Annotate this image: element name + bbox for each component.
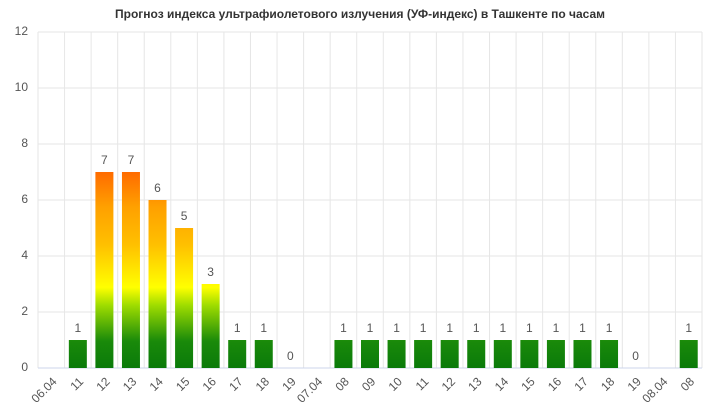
x-tick-label: 12 xyxy=(439,374,459,394)
x-tick-label: 08.04 xyxy=(639,374,670,405)
value-label: 1 xyxy=(74,321,81,335)
bar xyxy=(467,340,486,368)
bar xyxy=(228,340,247,368)
value-label: 1 xyxy=(393,321,400,335)
value-label: 1 xyxy=(446,321,453,335)
chart-title: Прогноз индекса ультрафиолетового излуче… xyxy=(115,7,605,21)
bar xyxy=(520,340,539,368)
y-tick-label: 8 xyxy=(21,136,28,150)
value-label: 1 xyxy=(340,321,347,335)
bar xyxy=(68,340,87,368)
x-tick-label: 11 xyxy=(67,374,86,393)
x-tick-label: 16 xyxy=(200,374,220,394)
x-tick-label: 08 xyxy=(678,374,698,394)
value-label: 1 xyxy=(579,321,586,335)
x-tick-label: 08 xyxy=(332,374,352,394)
bar xyxy=(95,172,114,368)
y-tick-label: 0 xyxy=(21,360,28,374)
x-tick-label: 18 xyxy=(253,374,273,394)
value-label: 1 xyxy=(685,321,692,335)
value-label: 1 xyxy=(526,321,533,335)
x-tick-label: 19 xyxy=(625,374,645,394)
bar xyxy=(440,340,459,368)
x-tick-label: 17 xyxy=(571,374,591,394)
y-tick-label: 4 xyxy=(21,248,28,262)
x-tick-label: 18 xyxy=(598,374,618,394)
value-label: 7 xyxy=(128,153,135,167)
bar xyxy=(334,340,353,368)
value-label: 0 xyxy=(287,349,294,363)
x-tick-label: 13 xyxy=(120,374,140,394)
x-tick-label: 09 xyxy=(359,374,379,394)
value-label: 7 xyxy=(101,153,108,167)
y-tick-label: 2 xyxy=(21,304,28,318)
x-tick-label: 19 xyxy=(279,374,299,394)
x-tick-label: 14 xyxy=(147,374,167,394)
bar xyxy=(201,284,220,368)
bar xyxy=(493,340,512,368)
bar xyxy=(361,340,379,368)
x-tick-label: 10 xyxy=(386,374,406,394)
bar xyxy=(546,340,565,368)
value-label: 1 xyxy=(260,321,267,335)
value-label: 3 xyxy=(207,265,214,279)
value-label: 1 xyxy=(473,321,480,335)
x-tick-label: 12 xyxy=(93,374,113,394)
x-tick-label: 13 xyxy=(465,374,485,394)
bar xyxy=(387,340,406,368)
value-label: 1 xyxy=(553,321,560,335)
value-label: 1 xyxy=(499,321,506,335)
y-tick-label: 12 xyxy=(15,24,29,38)
value-label: 5 xyxy=(181,209,188,223)
bar xyxy=(679,340,698,368)
y-tick-label: 6 xyxy=(21,192,28,206)
value-label: 1 xyxy=(606,321,613,335)
bar xyxy=(254,340,273,368)
x-tick-label: 16 xyxy=(545,374,565,394)
x-tick-label: 06.04 xyxy=(29,374,60,405)
x-tick-label: 15 xyxy=(173,374,193,394)
value-label: 1 xyxy=(367,321,374,335)
bar xyxy=(573,340,592,368)
bar xyxy=(414,340,433,368)
x-tick-label: 17 xyxy=(226,374,246,394)
x-tick-label: 07.04 xyxy=(294,374,325,405)
bar xyxy=(600,340,619,368)
bar xyxy=(121,172,140,368)
x-tick-label: 15 xyxy=(518,374,538,394)
value-label: 1 xyxy=(420,321,427,335)
x-tick-label: 11 xyxy=(413,374,432,393)
value-label: 1 xyxy=(234,321,241,335)
value-label: 6 xyxy=(154,181,161,195)
bar xyxy=(148,200,167,368)
y-tick-label: 10 xyxy=(15,80,29,94)
bar xyxy=(175,228,194,368)
x-tick-label: 14 xyxy=(492,374,512,394)
value-label: 0 xyxy=(632,349,639,363)
